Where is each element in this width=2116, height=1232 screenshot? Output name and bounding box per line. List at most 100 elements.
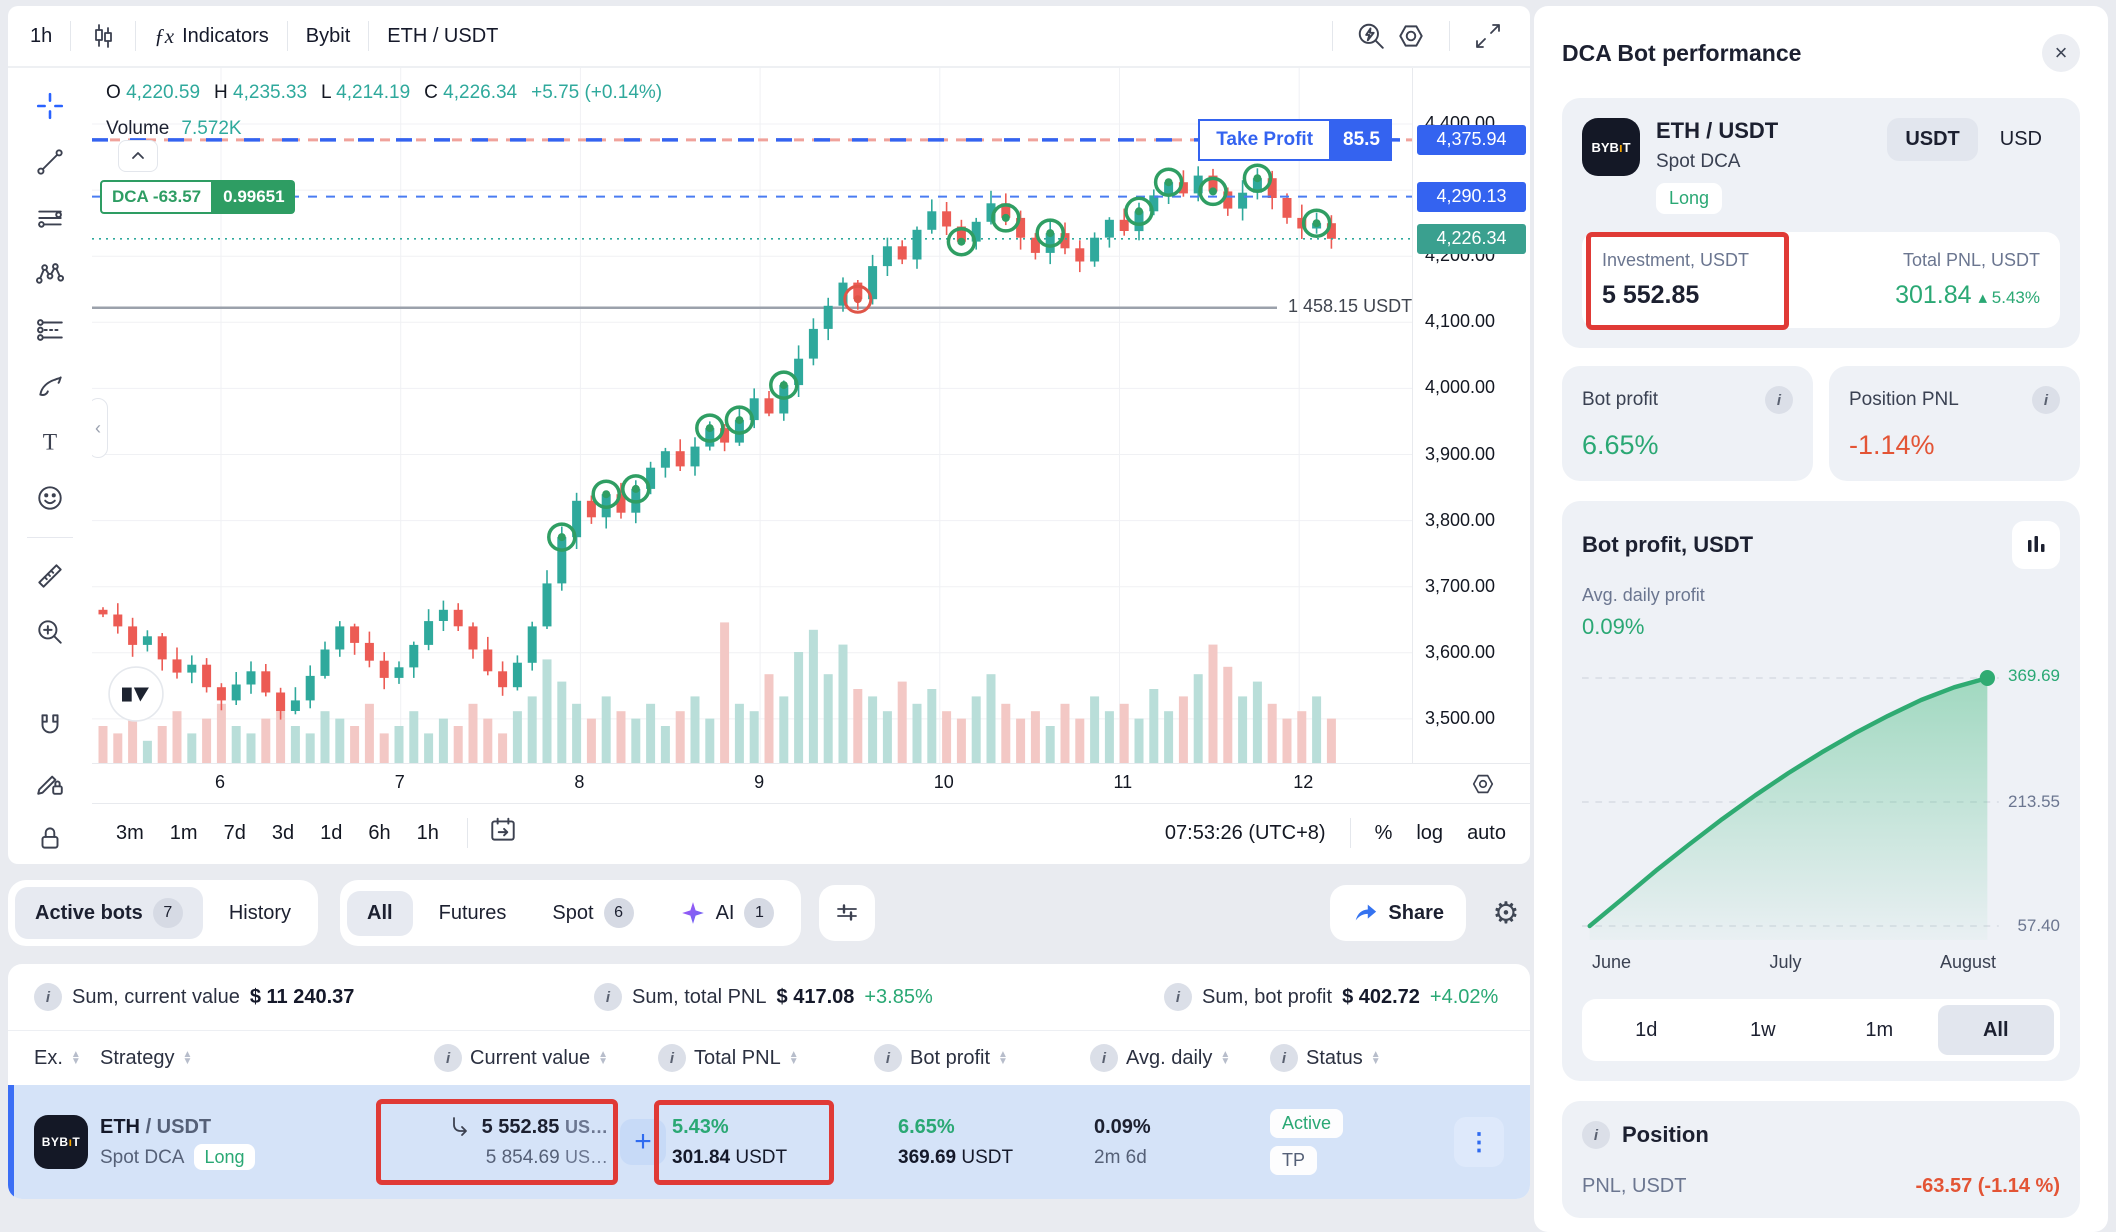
tf-1d[interactable]: 1d xyxy=(320,821,343,844)
row-menu-button[interactable]: ⋮ xyxy=(1454,1117,1504,1167)
tf-7d[interactable]: 7d xyxy=(223,821,246,844)
sum-current-value: i Sum, current value $ 11 240.37 xyxy=(34,983,594,1011)
fullscreen-button[interactable] xyxy=(1468,16,1508,56)
tf-6h[interactable]: 6h xyxy=(368,821,391,844)
col-status[interactable]: i Status ▲ ▼ xyxy=(1270,1044,1420,1072)
col-bot-profit[interactable]: i Bot profit ▲ ▼ xyxy=(874,1044,1090,1072)
close-panel-button[interactable]: × xyxy=(2042,34,2080,72)
info-icon[interactable]: i xyxy=(594,983,622,1011)
price-axis[interactable]: 4,400.004,300.004,200.004,100.004,000.00… xyxy=(1412,68,1530,763)
info-icon[interactable]: i xyxy=(1270,1044,1298,1072)
col-strategy[interactable]: Strategy ▲ ▼ xyxy=(100,1046,193,1069)
bots-settings-button[interactable]: ⚙ xyxy=(1482,896,1530,931)
chart-type-toggle-button[interactable] xyxy=(2012,521,2060,569)
info-icon[interactable]: i xyxy=(1090,1044,1118,1072)
fib-lines-icon xyxy=(37,319,63,341)
zoom-in-tool[interactable] xyxy=(28,611,72,654)
kebab-icon: ⋮ xyxy=(1467,1128,1491,1156)
axis-settings-button[interactable] xyxy=(1470,771,1496,802)
volume-value: 7.572K xyxy=(181,118,242,139)
row-current-value-cell: 5 552.85 US… 5 854.69 US… xyxy=(376,1099,618,1185)
flash-search-button[interactable] xyxy=(1351,16,1391,56)
range-1d[interactable]: 1d xyxy=(1635,1018,1658,1041)
tab-history[interactable]: History xyxy=(209,891,311,936)
auto-scale-button[interactable]: auto xyxy=(1467,821,1506,844)
timeframe-selector[interactable]: 1h xyxy=(30,25,52,48)
date-axis[interactable]: 6 7 8 9 10 11 12 xyxy=(92,763,1530,803)
symbol-button[interactable]: ETH / USDT xyxy=(387,25,498,48)
share-button[interactable]: Share xyxy=(1330,885,1466,941)
lock-all-tool[interactable] xyxy=(28,817,72,860)
log-scale-button[interactable]: log xyxy=(1416,821,1444,844)
percent-scale-button[interactable]: % xyxy=(1374,821,1393,844)
collapse-lines-button[interactable] xyxy=(118,139,158,172)
filter-spot[interactable]: Spot 6 xyxy=(532,887,653,939)
bots-filter-group: All Futures Spot 6 AI 1 xyxy=(340,880,802,946)
tf-1m[interactable]: 1m xyxy=(169,821,198,844)
xabcd-icon xyxy=(35,262,65,284)
tf-1h[interactable]: 1h xyxy=(416,821,439,844)
filter-futures[interactable]: Futures xyxy=(419,891,527,936)
col-current-value[interactable]: i Current value ▲ ▼ xyxy=(390,1044,608,1072)
emoji-tool[interactable] xyxy=(28,477,72,520)
range-all[interactable]: All xyxy=(1937,1005,2054,1055)
info-icon[interactable]: i xyxy=(1164,983,1192,1011)
bot-profit-pct: 6.65% xyxy=(898,1115,955,1138)
toolbar-collapse-handle[interactable]: ‹ xyxy=(92,398,108,458)
chart-plot-area[interactable]: O 4,220.59 H 4,235.33 L 4,214.19 C 4,226… xyxy=(92,68,1412,763)
bots-tabs-row: Active bots 7 History All Futures Spot 6… xyxy=(8,880,1530,946)
col-avg-daily[interactable]: i Avg. daily ▲ ▼ xyxy=(1090,1044,1270,1072)
expand-icon xyxy=(1476,24,1500,48)
take-profit-badge: 85.5 xyxy=(1331,118,1392,161)
currency-usd[interactable]: USD xyxy=(1999,128,2042,150)
exchange-button[interactable]: Bybit xyxy=(306,25,350,48)
trend-line-tool[interactable] xyxy=(28,140,72,183)
info-icon[interactable]: i xyxy=(1765,386,1793,414)
info-icon[interactable]: i xyxy=(434,1044,463,1072)
panel-side-badge: Long xyxy=(1656,183,1723,214)
filter-ai[interactable]: AI 1 xyxy=(660,887,795,939)
drawing-lock-tool[interactable] xyxy=(28,761,72,804)
chart-type-button[interactable] xyxy=(89,22,117,50)
go-to-date-button[interactable] xyxy=(488,815,518,851)
currency-usdt[interactable]: USDT xyxy=(1887,118,1978,161)
filter-all[interactable]: All xyxy=(347,890,413,936)
range-1m[interactable]: 1m xyxy=(1865,1018,1894,1041)
col-exchange[interactable]: Ex. ▲ ▼ xyxy=(34,1046,81,1069)
filter-ai-label: AI xyxy=(715,901,735,924)
price-tick: 3,700.00 xyxy=(1425,575,1496,596)
chart-settings-button[interactable] xyxy=(1391,16,1431,56)
filter-settings-button[interactable] xyxy=(819,885,876,941)
brush-tool[interactable] xyxy=(28,364,72,407)
indicators-button[interactable]: ƒx Indicators xyxy=(154,24,269,49)
range-1w[interactable]: 1w xyxy=(1749,1018,1776,1041)
fib-retracement-tool[interactable] xyxy=(28,308,72,351)
bot-duration: 2m 6d xyxy=(1094,1146,1147,1168)
info-icon[interactable]: i xyxy=(1582,1121,1610,1149)
tf-3d[interactable]: 3d xyxy=(271,821,295,844)
info-icon[interactable]: i xyxy=(658,1044,686,1072)
tradingview-logo[interactable] xyxy=(108,666,164,727)
annotation-box xyxy=(376,1099,618,1185)
take-profit-tag[interactable]: Take Profit 85.5 xyxy=(1198,118,1392,161)
col-total-pnl[interactable]: i Total PNL ▲ ▼ xyxy=(658,1044,874,1072)
row-avg-daily-cell: 0.09% 2m 6d xyxy=(1090,1116,1270,1169)
bar-chart-icon xyxy=(2028,536,2045,552)
fx-icon: ƒx xyxy=(154,23,175,48)
dca-performance-panel: DCA Bot performance × BYB ı T ETH / USDT S… xyxy=(1534,6,2108,1232)
xabcd-pattern-tool[interactable] xyxy=(28,252,72,295)
text-tool[interactable]: T xyxy=(28,420,72,463)
dca-line-badge[interactable]: DCA -63.57 0.99651 xyxy=(100,179,295,214)
tf-3m[interactable]: 3m xyxy=(116,821,144,844)
crosshair-tool[interactable] xyxy=(28,84,72,127)
tab-active-bots[interactable]: Active bots 7 xyxy=(15,887,203,939)
table-row[interactable]: BYB ı T ETH / USDT Spot DCA Long 5 552.85 U… xyxy=(8,1085,1530,1199)
clock[interactable]: 07:53:26 (UTC+8) xyxy=(1164,821,1326,844)
info-icon[interactable]: i xyxy=(2032,386,2060,414)
info-icon[interactable]: i xyxy=(34,983,62,1011)
parallel-channel-tool[interactable] xyxy=(28,196,72,239)
measure-tool[interactable] xyxy=(28,555,72,598)
month-august: August xyxy=(1939,952,1996,972)
magnet-tool[interactable] xyxy=(28,705,72,748)
info-icon[interactable]: i xyxy=(874,1044,902,1072)
